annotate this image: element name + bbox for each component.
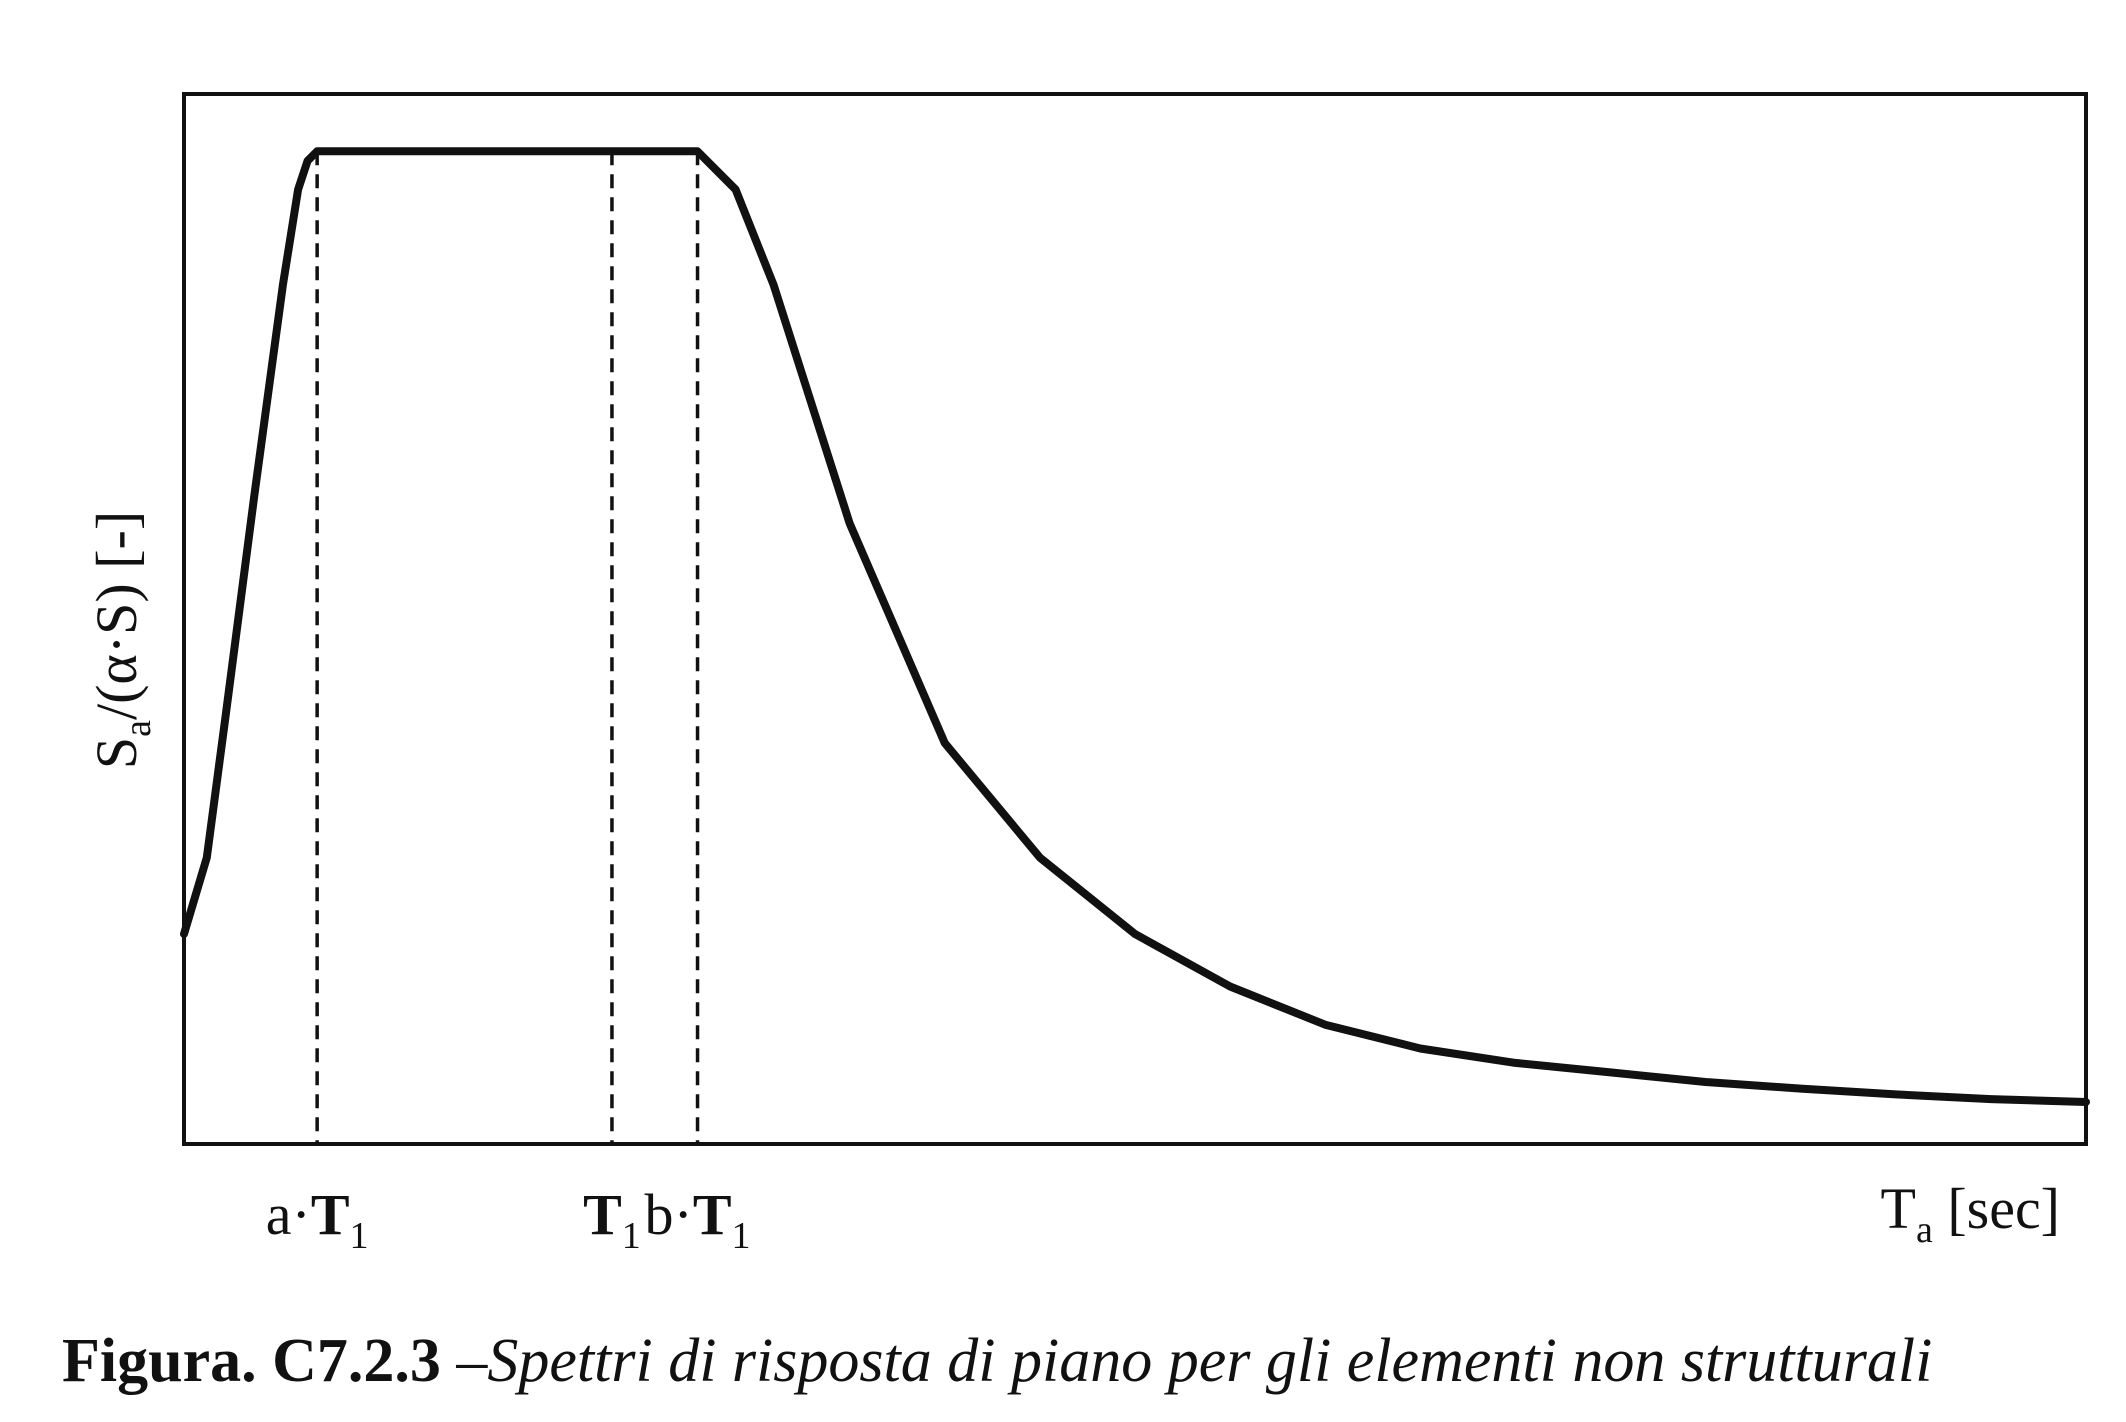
marker-label-T1: T1 <box>583 1182 641 1257</box>
caption-text: –Spettri di risposta di piano per gli el… <box>456 1327 1933 1395</box>
marker-label-a·T1: a·T1 <box>266 1182 369 1257</box>
spectrum-curve <box>180 147 2090 1106</box>
figure-caption: Figura. C7.2.3 –Spettri di risposta di p… <box>62 1326 1932 1397</box>
marker-label-b·T1: b·T1 <box>645 1182 751 1257</box>
x-axis-label: Ta [sec] <box>1881 1176 2061 1251</box>
y-axis-label: Sa/(α·S) [-] <box>84 511 159 769</box>
plot-frame <box>182 92 2088 1146</box>
caption-number: Figura. C7.2.3 <box>62 1327 441 1395</box>
